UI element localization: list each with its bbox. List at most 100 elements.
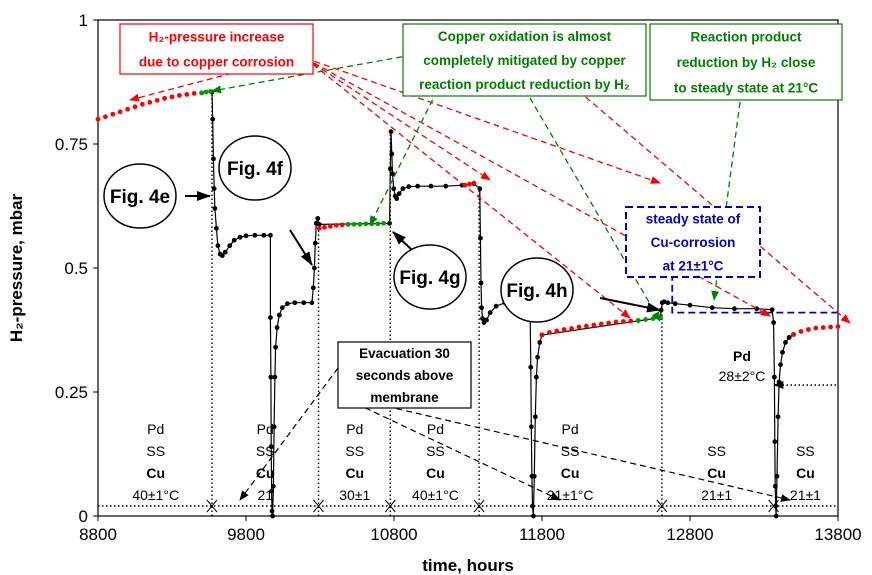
- annotation-text: Copper oxidation is almost: [438, 29, 612, 44]
- data-point-black: [252, 232, 258, 238]
- green-dashed-arrow: [711, 101, 741, 301]
- data-point-black: [268, 232, 273, 238]
- x-tick-label: 9800: [227, 525, 265, 544]
- segment-label: Cu: [796, 465, 815, 481]
- fig-marker-circle: [218, 135, 292, 201]
- data-point-black: [388, 129, 394, 135]
- data-point-black: [272, 374, 278, 380]
- x-tick-label: 8800: [79, 525, 117, 544]
- data-point-red: [584, 323, 589, 329]
- data-point-red: [554, 328, 560, 334]
- data-point-red: [576, 324, 582, 330]
- annotation-box: [119, 23, 314, 75]
- segment-label: Cu: [256, 465, 275, 481]
- annotation-text: Reaction product: [690, 30, 802, 45]
- annotation-text: to steady state at 21°C: [674, 80, 818, 95]
- segment-label: 21±1°C: [547, 487, 594, 503]
- data-point-black: [530, 503, 535, 509]
- annotation-text: due to copper corrosion: [139, 55, 294, 70]
- data-point-black: [478, 280, 484, 286]
- y-tick-label: 0.25: [55, 383, 88, 402]
- data-point-black: [774, 473, 780, 479]
- data-point-black: [310, 285, 316, 291]
- data-point-red: [547, 330, 552, 335]
- segment-label: Cu: [561, 465, 580, 481]
- data-point-black: [773, 503, 779, 509]
- data-point-black: [309, 300, 315, 306]
- data-point-black: [219, 253, 225, 258]
- data-point-black: [786, 335, 792, 340]
- segment-label: Cu: [707, 465, 726, 481]
- segment-label: Pd: [257, 421, 274, 437]
- data-point-black: [771, 320, 777, 325]
- data-point-black: [709, 305, 715, 311]
- data-point-red: [791, 332, 796, 337]
- data-point-black: [532, 414, 538, 420]
- data-point-black: [665, 300, 671, 306]
- segment-label: 30±1: [339, 487, 370, 503]
- data-point-red: [110, 111, 116, 117]
- data-point-black: [279, 305, 285, 311]
- data-point-red: [828, 324, 833, 330]
- axis-ticks: 8800 9800 10800 11800 12800 13800 0 0.25 0.5 0.75…: [55, 11, 862, 544]
- segment-label: 40±1°C: [132, 487, 179, 503]
- data-point-black: [493, 303, 499, 309]
- data-point-black: [487, 310, 493, 316]
- data-point-green: [375, 221, 381, 227]
- red-dashed-arrow: [539, 57, 851, 324]
- data-point-black: [780, 349, 785, 355]
- data-point-black: [687, 302, 693, 308]
- data-point-red: [184, 92, 190, 97]
- data-point-black: [672, 301, 678, 307]
- data-point-black: [269, 508, 275, 514]
- annotation-text: Cu-corrosion: [651, 235, 736, 250]
- data-point-black: [316, 221, 322, 227]
- fig-pointer-arrow: [392, 231, 413, 251]
- annotation-text: seconds above: [356, 368, 454, 383]
- data-point-red: [613, 319, 619, 325]
- black-dashed-arrow: [337, 394, 561, 501]
- data-point-green: [357, 221, 363, 227]
- data-point-black: [268, 374, 274, 380]
- fig-marker-label: Fig. 4g: [399, 268, 460, 289]
- y-axis-label: H₂-pressure, mbar: [7, 193, 26, 342]
- segment-label: SS: [256, 443, 275, 459]
- data-point-black: [222, 249, 228, 255]
- fig-marker-label: Fig. 4f: [227, 159, 284, 180]
- data-point-black: [271, 424, 277, 430]
- segment-label: Cu: [345, 465, 364, 481]
- data-point-red: [539, 332, 545, 338]
- data-point-red: [125, 106, 130, 112]
- data-point-red: [333, 222, 339, 228]
- data-point-black: [312, 240, 318, 246]
- data-point-black: [778, 362, 783, 368]
- data-point-red: [154, 97, 160, 103]
- segment-label: 40±1°C: [412, 487, 459, 503]
- data-point-red: [806, 327, 811, 332]
- data-point-black: [396, 191, 402, 197]
- annotation-text: reduction by H₂ close: [677, 55, 816, 70]
- data-point-black: [276, 312, 282, 318]
- data-point-red: [191, 91, 197, 96]
- fig-marker-circle: [500, 257, 574, 323]
- segment-label: Pd: [147, 421, 164, 437]
- annotation-text: H₂-pressure increase: [149, 30, 285, 45]
- data-point-green: [650, 316, 656, 321]
- data-point-red: [820, 325, 826, 330]
- data-point-black: [477, 186, 483, 192]
- segment-label: 21±1: [790, 487, 821, 503]
- data-point-black: [212, 206, 218, 211]
- data-point-red: [339, 222, 345, 228]
- data-point-black: [211, 156, 216, 162]
- data-point-black: [528, 424, 534, 430]
- data-point-red: [471, 180, 477, 186]
- data-point-green: [381, 220, 387, 226]
- red-dashed-arrow: [304, 57, 661, 184]
- segment-label: SS: [426, 443, 445, 459]
- annotation-box: [649, 23, 843, 101]
- segment-label: Pd: [346, 421, 363, 437]
- segment-label: 21: [257, 487, 273, 503]
- data-point-red: [117, 109, 123, 115]
- data-point-black: [443, 183, 449, 189]
